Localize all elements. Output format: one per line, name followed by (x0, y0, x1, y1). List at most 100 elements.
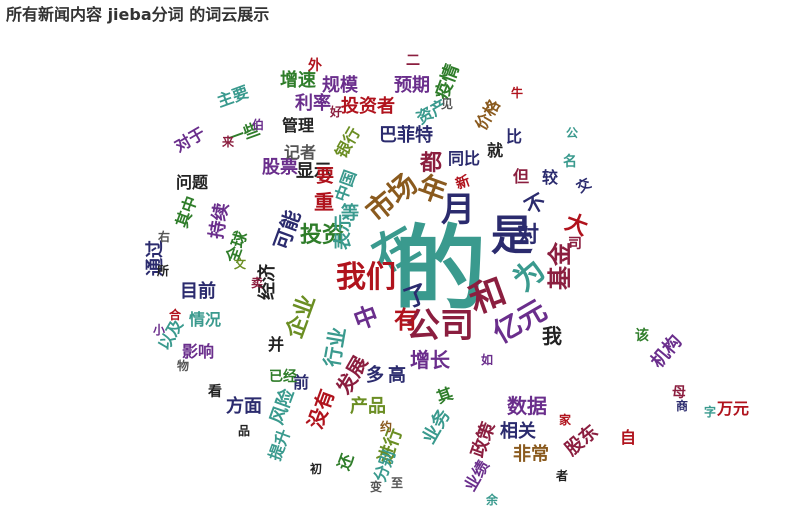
cloud-word: 是 (490, 211, 534, 260)
cloud-word: 都 (419, 151, 443, 176)
cloud-word: 疫情 (431, 61, 464, 103)
cloud-word: 影响 (181, 342, 215, 361)
cloud-word: 品 (237, 424, 251, 438)
cloud-word: 对 (516, 223, 540, 248)
cloud-word: 规模 (322, 75, 358, 96)
cloud-word: 比 (505, 127, 523, 146)
cloud-word: 伯 (251, 118, 265, 132)
cloud-word: 政策 (467, 419, 500, 461)
cloud-word: 主要 (214, 82, 252, 111)
cloud-word: 价格 (471, 96, 504, 134)
cloud-word: 股东 (561, 421, 603, 461)
cloud-word: 小 (152, 323, 166, 337)
cloud-word: 合 (168, 308, 182, 322)
cloud-word: 管理 (281, 116, 315, 135)
cloud-word: 要 (316, 166, 334, 187)
cloud-word: 机构 (647, 331, 687, 373)
cloud-word: 同比 (447, 149, 481, 168)
cloud-word: 家 (558, 413, 572, 427)
cloud-word: 多 (366, 365, 384, 386)
cloud-word: 中 (349, 300, 383, 336)
cloud-word: 并 (267, 335, 285, 354)
cloud-word: 变 (369, 480, 383, 494)
page-title: 所有新闻内容 jieba分词 的词云展示 (6, 5, 270, 24)
cloud-word: 初 (309, 462, 323, 476)
cloud-word: 对于 (171, 123, 209, 156)
cloud-word: 司 (568, 236, 582, 252)
cloud-word: 银行 (331, 124, 364, 162)
cloud-word: 该 (635, 328, 649, 344)
cloud-word: 风险 (266, 386, 299, 428)
cloud-word: 见 (440, 97, 454, 111)
cloud-word: 高 (388, 365, 406, 386)
cloud-word: 增长 (410, 348, 450, 372)
cloud-word: 名 (563, 154, 577, 170)
cloud-word: 相关 (500, 421, 536, 442)
cloud-word: 物 (176, 359, 190, 373)
cloud-word: 数据 (507, 394, 547, 418)
cloud-word: 月 (441, 190, 475, 230)
cloud-word: 其 (434, 383, 456, 408)
cloud-word: 持续 (206, 201, 233, 241)
cloud-word: 其中 (172, 193, 201, 231)
cloud-word: 公司 (406, 306, 474, 346)
cloud-word: 万元 (716, 399, 750, 418)
cloud-word: 好 (329, 105, 343, 119)
cloud-word: 已经 (269, 369, 297, 385)
cloud-word: 产品 (350, 396, 386, 417)
cloud-word: 投资者 (341, 96, 395, 117)
cloud-word: 为 (506, 252, 553, 299)
cloud-word: 如 (480, 353, 494, 367)
cloud-word: 业绩 (460, 457, 493, 495)
cloud-word: 中国 (331, 167, 360, 205)
cloud-word: 目前 (180, 281, 216, 302)
cloud-word: 约 (379, 420, 393, 434)
cloud-word: 较 (541, 168, 559, 187)
cloud-word: 所 (156, 264, 170, 278)
cloud-word: 余 (485, 493, 499, 507)
cloud-word: 可能 (268, 207, 306, 253)
cloud-word: 就 (486, 141, 504, 160)
cloud-word: 自 (619, 428, 637, 447)
cloud-word: 来 (221, 135, 235, 149)
cloud-word: 看 (208, 384, 222, 400)
cloud-word: 母 (672, 385, 686, 401)
cloud-word: 没有 (302, 386, 340, 432)
cloud-word: 预期 (394, 75, 430, 96)
cloud-word: 者 (555, 469, 569, 483)
cloud-word: 行业 (319, 325, 351, 369)
cloud-word: 交 (573, 175, 595, 197)
cloud-word: 业务 (418, 405, 455, 448)
cloud-word: 的 (393, 216, 487, 323)
cloud-word: 我 (542, 324, 562, 348)
cloud-word: 但 (512, 167, 530, 186)
cloud-word: 记者 (283, 143, 317, 162)
cloud-word: 文 (233, 257, 247, 271)
cloud-word: 巴菲特 (379, 125, 433, 146)
cloud-word: 公 (565, 126, 579, 140)
cloud-word: 增速 (280, 70, 316, 91)
cloud-word: 显示 (296, 161, 332, 182)
cloud-word: 至 (390, 476, 404, 490)
cloud-word: 股票 (262, 157, 298, 178)
cloud-word: 前 (292, 373, 310, 392)
cloud-word: 重 (314, 190, 334, 214)
cloud-word: 等 (341, 203, 359, 224)
cloud-word: 字 (703, 405, 717, 419)
cloud-word: 商 (675, 399, 689, 413)
cloud-word: 问题 (175, 173, 209, 192)
cloud-word: 外 (308, 58, 322, 74)
cloud-word: 卖 (250, 276, 264, 290)
cloud-word: 右 (157, 230, 171, 244)
cloud-word: 提升 (265, 426, 294, 464)
cloud-word: 情况 (188, 310, 222, 329)
cloud-word: 利率 (295, 93, 331, 114)
cloud-word: 非常 (513, 444, 549, 465)
cloud-word: 方面 (226, 396, 262, 417)
cloud-word: 投资 (299, 223, 345, 248)
cloud-word: 二 (406, 53, 420, 69)
cloud-word: 牛 (510, 86, 524, 100)
cloud-word: 我们 (336, 260, 396, 295)
cloud-word: 企业 (282, 291, 321, 342)
